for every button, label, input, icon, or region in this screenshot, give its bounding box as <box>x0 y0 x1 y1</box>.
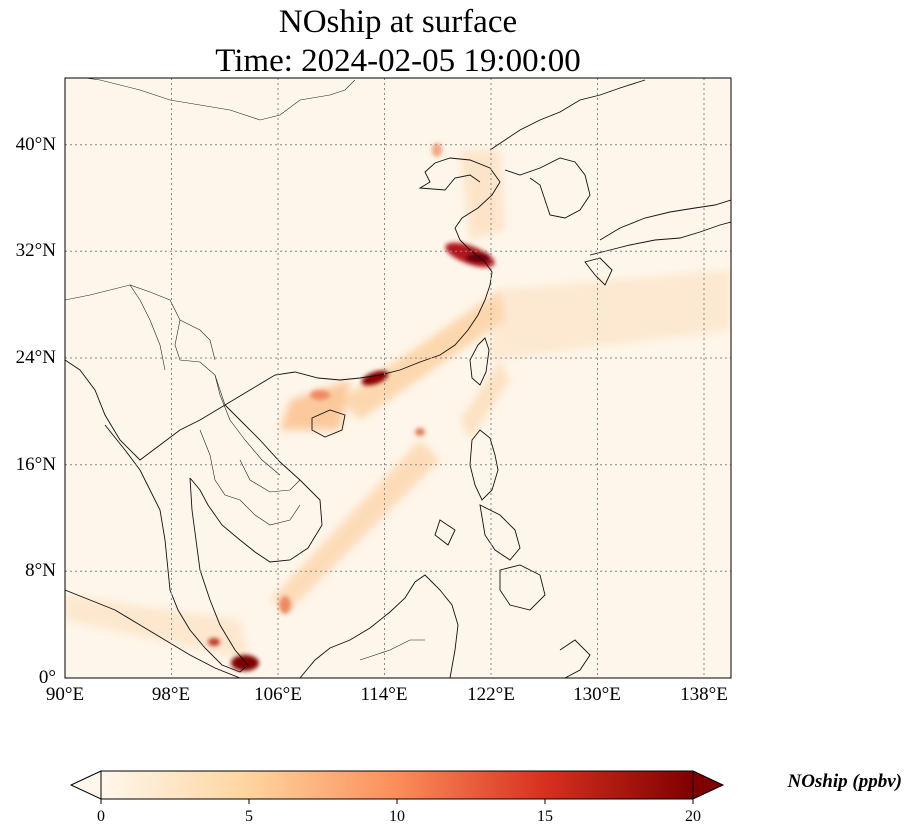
colorbar-extend-min <box>69 770 102 800</box>
colorbar-gradient <box>101 771 693 799</box>
lat-tick-label: 32°N <box>15 240 56 261</box>
coast-china <box>65 157 501 461</box>
plume-philippine-route <box>460 360 510 440</box>
lon-tick-label: 122°E <box>467 684 515 705</box>
hotspot-shanghai-core <box>466 253 490 263</box>
plume-taiwan-strait <box>340 290 505 420</box>
colorbar-label: NOship (ppbv) <box>787 771 902 792</box>
lon-tick-label: 114°E <box>360 684 408 705</box>
coast-korea <box>504 157 591 219</box>
colorbar-extend-max <box>692 770 725 800</box>
colorbar-tick-label: 10 <box>389 808 405 825</box>
lon-tick-label: 130°E <box>573 684 621 705</box>
plume-gulf-tonkin <box>280 380 350 430</box>
coast-philippines-south <box>479 504 521 561</box>
colorbar-tick-label: 20 <box>685 808 701 825</box>
coast-japan-honshu <box>599 199 731 241</box>
map-frame <box>64 77 732 679</box>
coast-philippines-luzon <box>469 429 499 501</box>
lon-tick-label: 138°E <box>680 684 728 705</box>
lat-tick-label: 16°N <box>15 454 56 475</box>
coast-north <box>489 79 646 151</box>
colorbar-tick-label: 15 <box>537 808 553 825</box>
hotspot-vietnam-coast <box>279 596 291 614</box>
country-borders <box>65 78 425 661</box>
coast-hainan <box>311 409 346 438</box>
hotspot-singapore <box>231 655 259 671</box>
coast-palawan <box>434 519 456 546</box>
hotspot-hainan-strait <box>310 390 330 400</box>
colorbar <box>69 770 725 804</box>
lon-tick-label: 98°E <box>151 684 191 705</box>
plume-south-china-sea <box>270 440 440 610</box>
colorbar-tick-label: 5 <box>245 808 253 825</box>
hotspot-malacca <box>208 638 220 646</box>
map-title-line1: NOship at surface <box>278 4 518 40</box>
gridlines <box>65 78 731 678</box>
plume-malacca <box>65 595 250 660</box>
hotspots <box>208 143 495 671</box>
hotspot-bohai <box>432 143 442 157</box>
coast-borneo <box>299 574 459 678</box>
coast-mindanao <box>499 564 546 611</box>
lon-tick-label: 106°E <box>254 684 302 705</box>
lat-tick-label: 8°N <box>25 560 56 581</box>
lat-tick-label: 0° <box>38 667 56 688</box>
lon-tick-label: 90°E <box>45 684 85 705</box>
lat-tick-label: 24°N <box>15 347 56 368</box>
coast-indochina <box>189 404 323 563</box>
coast-taiwan <box>469 337 490 386</box>
coast-thai-malay <box>104 424 249 673</box>
colorbar-tick-label: 0 <box>97 808 105 825</box>
coast-sumatra <box>65 589 241 678</box>
concentration-field <box>65 150 731 660</box>
map-title-line2: Time: 2024-02-05 19:00:00 <box>215 43 581 79</box>
lat-tick-label: 40°N <box>15 134 56 155</box>
coastlines <box>65 79 731 678</box>
coast-sulawesi <box>559 639 591 678</box>
plume-offshore-east <box>490 270 731 360</box>
coast-japan-south <box>589 221 731 256</box>
hotspot-xiamen <box>415 428 425 436</box>
